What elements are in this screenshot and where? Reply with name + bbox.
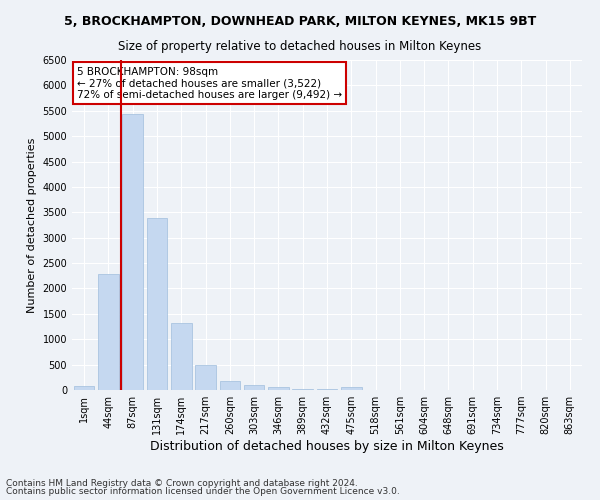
Text: Size of property relative to detached houses in Milton Keynes: Size of property relative to detached ho… xyxy=(118,40,482,53)
Bar xyxy=(195,365,216,390)
Text: 5 BROCKHAMPTON: 98sqm
← 27% of detached houses are smaller (3,522)
72% of semi-d: 5 BROCKHAMPTON: 98sqm ← 27% of detached … xyxy=(77,66,342,100)
Bar xyxy=(220,380,240,390)
Bar xyxy=(146,218,167,390)
Bar xyxy=(171,324,191,390)
Bar xyxy=(98,274,119,390)
Bar xyxy=(292,389,313,390)
Bar xyxy=(341,386,362,390)
Text: 5, BROCKHAMPTON, DOWNHEAD PARK, MILTON KEYNES, MK15 9BT: 5, BROCKHAMPTON, DOWNHEAD PARK, MILTON K… xyxy=(64,15,536,28)
Text: Contains public sector information licensed under the Open Government Licence v3: Contains public sector information licen… xyxy=(6,487,400,496)
Bar xyxy=(268,386,289,390)
Text: Contains HM Land Registry data © Crown copyright and database right 2024.: Contains HM Land Registry data © Crown c… xyxy=(6,478,358,488)
Y-axis label: Number of detached properties: Number of detached properties xyxy=(27,138,37,312)
Bar xyxy=(244,384,265,390)
Bar xyxy=(122,114,143,390)
Bar xyxy=(74,386,94,390)
X-axis label: Distribution of detached houses by size in Milton Keynes: Distribution of detached houses by size … xyxy=(150,440,504,453)
